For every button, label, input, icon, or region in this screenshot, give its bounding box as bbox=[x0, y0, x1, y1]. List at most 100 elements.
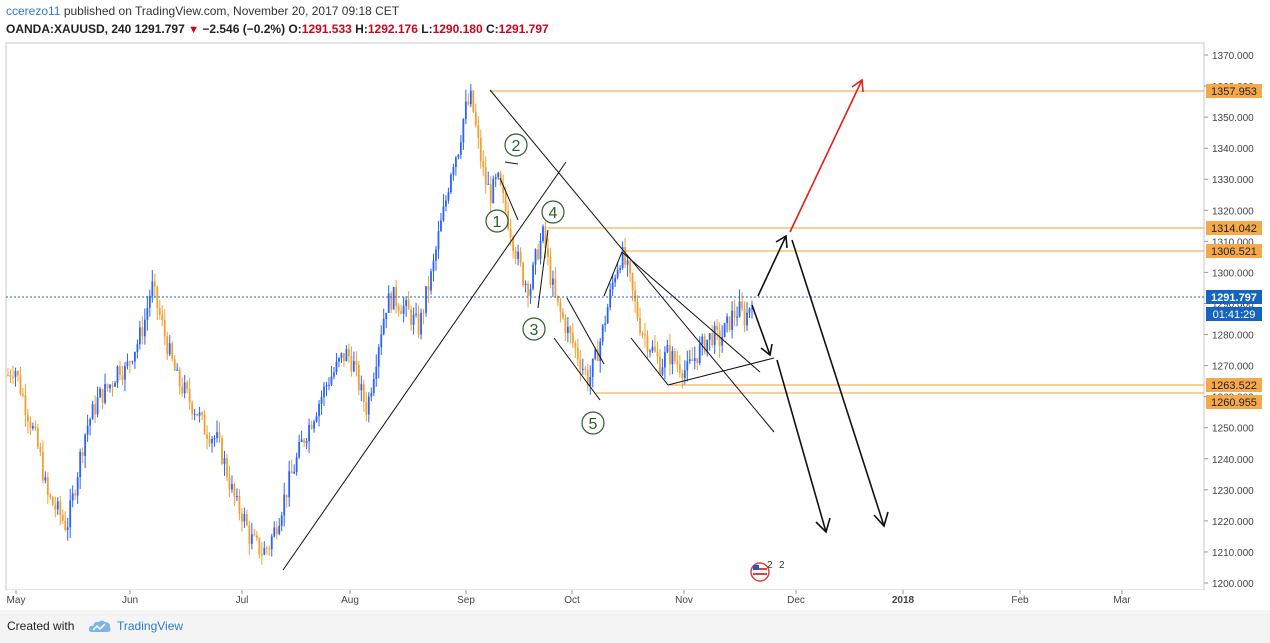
candle-body bbox=[751, 307, 753, 309]
candle-body bbox=[746, 312, 748, 326]
trend-lines[interactable] bbox=[282, 89, 775, 571]
wave-label-circle-3 bbox=[522, 317, 546, 341]
triangle-support-line bbox=[667, 357, 775, 386]
tradingview-cloud-icon[interactable] bbox=[88, 618, 112, 634]
candle-body bbox=[594, 349, 597, 359]
candle-body bbox=[153, 281, 156, 287]
candle-body bbox=[198, 412, 201, 416]
candle-body bbox=[726, 316, 729, 324]
price-tick-label: 1200.000 bbox=[1212, 579, 1254, 590]
candle-body bbox=[666, 345, 669, 353]
open-value: 1291.533 bbox=[301, 22, 352, 36]
candle-body bbox=[226, 458, 228, 478]
candle-body bbox=[676, 361, 679, 365]
candle-body bbox=[402, 305, 405, 314]
candle-body bbox=[574, 342, 577, 348]
candle-body bbox=[519, 251, 522, 263]
price-chart[interactable]: 1370.0001360.0001350.0001340.0001330.000… bbox=[0, 0, 1270, 610]
projection-arrows[interactable] bbox=[751, 234, 889, 534]
candle-body bbox=[743, 308, 746, 326]
candle-body bbox=[91, 404, 94, 420]
candle-body bbox=[357, 364, 360, 391]
candle-body bbox=[131, 361, 134, 363]
countdown-label-bg bbox=[1206, 307, 1262, 321]
candle-body bbox=[380, 334, 383, 348]
events-count-1: 2 bbox=[767, 560, 773, 571]
candle-body bbox=[534, 249, 537, 265]
candle-body bbox=[248, 525, 251, 544]
candle-body bbox=[288, 471, 291, 498]
candle-body bbox=[609, 289, 612, 308]
candle-body bbox=[432, 260, 435, 272]
candle-body bbox=[686, 361, 689, 371]
candle-body bbox=[255, 535, 258, 539]
countdown-label: 01:41:29 bbox=[1213, 309, 1256, 321]
created-with-label: Created with bbox=[7, 619, 75, 633]
elliott-wave-labels[interactable]: 1 2 3 4 5 bbox=[485, 133, 605, 435]
candle-body bbox=[218, 432, 221, 439]
candle-body bbox=[270, 536, 273, 550]
candle-body bbox=[94, 404, 96, 415]
candle-body bbox=[223, 458, 226, 464]
time-axis[interactable] bbox=[6, 590, 1204, 610]
price-tick-label: 1280.000 bbox=[1212, 331, 1254, 342]
low-label: L: bbox=[421, 22, 433, 36]
candle-body bbox=[559, 301, 562, 312]
candle-body bbox=[193, 413, 196, 415]
candle-body bbox=[425, 286, 427, 313]
candle-body bbox=[382, 319, 385, 335]
level-label-1357: 1357.953 bbox=[1211, 86, 1257, 98]
candle-body bbox=[447, 192, 450, 201]
candle-body bbox=[417, 313, 420, 335]
candle-body bbox=[457, 154, 460, 158]
candle-body bbox=[89, 419, 92, 426]
candle-body bbox=[365, 402, 368, 415]
candle-body bbox=[626, 260, 629, 265]
candle-body bbox=[696, 358, 699, 363]
chart-header: ccerezo11 published on TradingView.com, … bbox=[0, 0, 1270, 42]
candle-body bbox=[328, 384, 330, 386]
price-tick-label: 1300.000 bbox=[1212, 268, 1254, 279]
candle-body bbox=[116, 366, 119, 383]
candle-body bbox=[345, 349, 348, 362]
candle-body bbox=[268, 548, 271, 550]
candle-body bbox=[14, 371, 17, 377]
arrow-down-long-1 bbox=[776, 359, 827, 533]
candle-body bbox=[263, 547, 266, 555]
candle-body bbox=[134, 351, 136, 362]
candle-body bbox=[698, 344, 701, 363]
price-tick-label: 1250.000 bbox=[1212, 424, 1254, 435]
tradingview-link[interactable]: TradingView bbox=[117, 619, 184, 633]
candle-body bbox=[634, 290, 636, 302]
candle-body bbox=[542, 226, 544, 242]
candle-body bbox=[422, 312, 425, 314]
candle-body bbox=[728, 316, 731, 330]
time-tick-label: 2018 bbox=[892, 595, 915, 606]
symbol-label[interactable]: OANDA:XAUUSD, 240 bbox=[6, 22, 132, 36]
candle-body bbox=[529, 288, 532, 296]
wave-4-line bbox=[537, 229, 549, 309]
candle-body bbox=[126, 361, 129, 367]
candle-body bbox=[290, 471, 293, 474]
candle-body bbox=[69, 500, 72, 528]
wave-channel-line-2 bbox=[553, 337, 601, 401]
candle-body bbox=[606, 307, 609, 324]
candle-body bbox=[584, 368, 587, 370]
author-link[interactable]: ccerezo11 bbox=[6, 4, 61, 18]
candle-body bbox=[74, 493, 77, 496]
candle-body bbox=[487, 183, 490, 185]
bullish-target-arrow[interactable] bbox=[789, 78, 864, 233]
candle-body bbox=[236, 496, 238, 498]
candle-body bbox=[713, 325, 716, 345]
level-label-bg-1314 bbox=[1206, 221, 1262, 235]
wave-label-circle-2 bbox=[504, 133, 528, 157]
candle-body bbox=[119, 366, 121, 376]
candle-body bbox=[46, 477, 49, 495]
candle-body bbox=[596, 349, 599, 361]
candle-body bbox=[390, 293, 393, 310]
candle-body bbox=[392, 287, 395, 310]
candle-body bbox=[641, 333, 644, 335]
economic-events-marker[interactable]: 2 2 bbox=[750, 560, 785, 582]
candle-body bbox=[343, 353, 345, 362]
candle-body bbox=[631, 273, 634, 291]
